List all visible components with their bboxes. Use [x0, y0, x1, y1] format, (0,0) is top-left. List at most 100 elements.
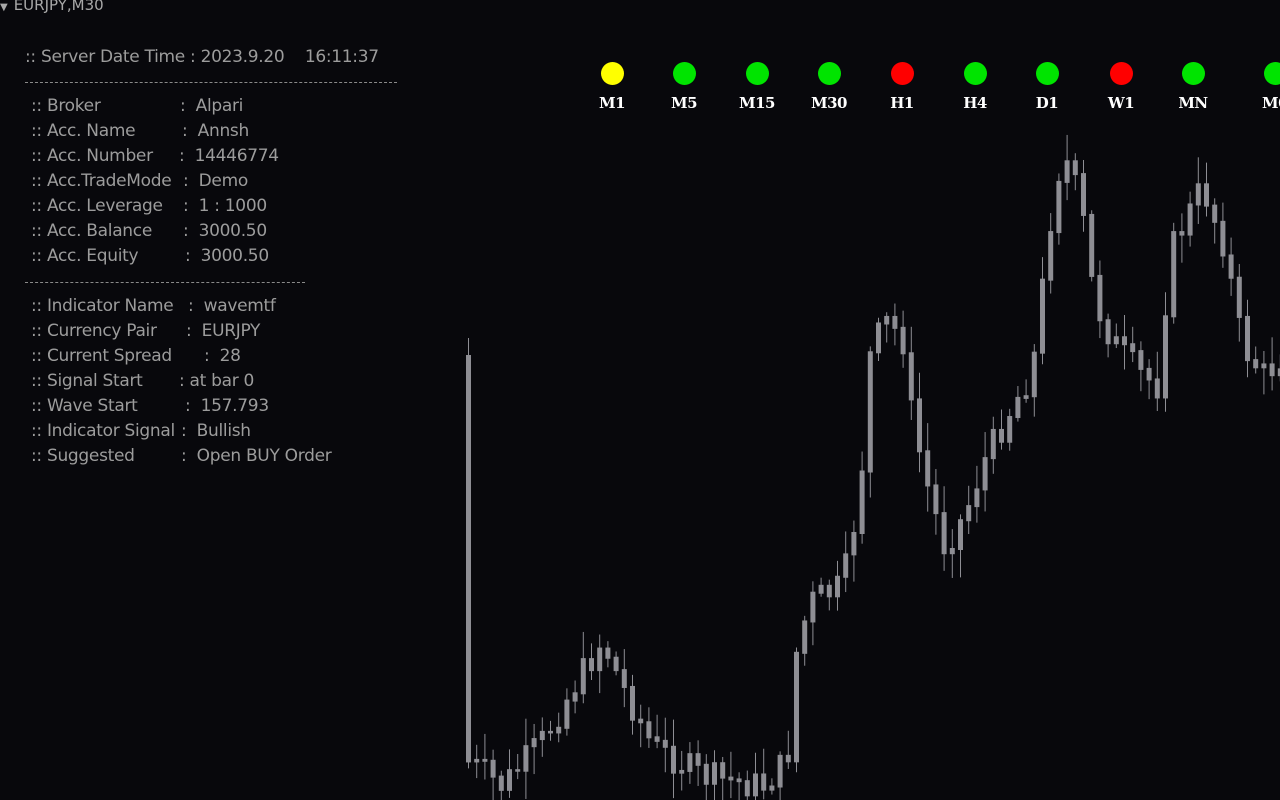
candle-body [769, 785, 775, 791]
candle-body [999, 428, 1004, 443]
chart-title: ▼ EURJPY,M30 [0, 0, 104, 14]
candle-body [564, 699, 570, 729]
candle-body [482, 758, 488, 762]
candle-body [876, 322, 881, 354]
candle-body [1064, 160, 1070, 183]
candle-body [498, 775, 504, 791]
candle-body [1261, 363, 1267, 369]
candle-body [810, 591, 816, 623]
candle-body [990, 428, 996, 460]
candle-body [1040, 278, 1045, 354]
candle-body [548, 730, 553, 734]
candle-body [859, 470, 865, 534]
candle-body [1154, 378, 1160, 399]
signal-dot-icon [1181, 62, 1205, 85]
info-label: :: Currency Pair [31, 321, 157, 341]
candle-body [679, 769, 685, 774]
info-value: : 1 : 1000 [183, 196, 267, 216]
candle-body [1269, 363, 1275, 377]
candle-body [523, 745, 529, 772]
candle-body [539, 730, 545, 741]
info-label: :: Current Spread [31, 346, 172, 366]
candle-body [1187, 203, 1193, 236]
candle-body [761, 773, 767, 791]
signal-dot-icon [1109, 62, 1133, 85]
candle-body [1048, 231, 1054, 281]
info-value: : 3000.50 [185, 246, 269, 266]
candle-body [982, 457, 988, 491]
timeframe-label: H4 [963, 94, 987, 112]
candle-body [671, 745, 676, 774]
candle-body [843, 553, 849, 578]
info-value: : Bullish [181, 421, 251, 441]
candle-body [1163, 315, 1168, 399]
candle-body [580, 658, 586, 695]
signal-dot-icon [963, 62, 987, 85]
timeframe-label: M1 [598, 94, 626, 112]
candle-body [826, 584, 832, 598]
info-label: :: Acc. Leverage [31, 196, 163, 216]
candle-body [1253, 359, 1259, 369]
timeframe-w1: W1 [1096, 62, 1146, 112]
candle-body [884, 315, 890, 325]
candle-body [908, 352, 914, 401]
info-value: : EURJPY [186, 321, 261, 341]
candle-body [630, 685, 635, 721]
candle-body [1122, 336, 1127, 346]
candle-body [1130, 343, 1136, 353]
info-value: : Annsh [182, 121, 249, 141]
timeframe-m0: M0 [1250, 62, 1280, 112]
server-time: :: Server Date Time : 2023.9.20 16:11:37 [25, 46, 379, 68]
info-label: :: Acc. Equity [31, 246, 139, 266]
candle-body [974, 488, 980, 508]
candle-body [589, 658, 594, 672]
candle-body [1015, 396, 1021, 419]
candle-body [466, 355, 471, 763]
signal-dot-icon [817, 62, 841, 85]
signal-dot-icon [672, 62, 696, 85]
candle-body [695, 753, 701, 766]
candle-body [1023, 395, 1029, 399]
candle-body [892, 315, 898, 329]
candle-body [933, 484, 939, 515]
candle-body [777, 754, 783, 788]
candle-body [949, 547, 955, 555]
candle-body [1179, 231, 1185, 236]
info-label: :: Acc. Balance [31, 221, 152, 241]
candle-body [1081, 173, 1086, 216]
timeframe-m15: M15 [732, 62, 782, 112]
candle-body [736, 778, 742, 783]
info-label: :: Suggested [31, 446, 135, 466]
info-label: :: Indicator Signal [31, 421, 175, 441]
candle-body [1146, 367, 1152, 381]
timeframe-label: H1 [890, 94, 914, 112]
candle-body [1105, 319, 1111, 345]
signal-dot-icon [600, 62, 624, 85]
candle-body [1204, 183, 1209, 207]
candle-body [941, 512, 947, 555]
info-label: :: Broker [31, 96, 101, 116]
collapse-arrow-icon[interactable]: ▼ [0, 2, 8, 13]
candle-body [490, 759, 496, 778]
candle-body [1072, 160, 1078, 176]
candle-body [818, 584, 824, 594]
info-label: :: Indicator Name [31, 296, 174, 316]
candle-body [794, 651, 799, 763]
timeframe-m1: M1 [587, 62, 637, 112]
info-value: : 3000.50 [183, 221, 267, 241]
candle-body [851, 531, 857, 556]
info-value: : 14446774 [179, 146, 279, 166]
candle-body [474, 758, 480, 763]
candle-body [1245, 315, 1250, 362]
candle-body [597, 647, 603, 672]
candle-body [900, 326, 906, 355]
candle-body [1171, 231, 1177, 318]
info-label: :: Acc. Name [31, 121, 136, 141]
signal-dot-icon [890, 62, 914, 85]
candle-body [1195, 183, 1201, 206]
candle-body [1220, 220, 1226, 257]
candle-body [613, 656, 619, 672]
info-value: : 28 [204, 346, 241, 366]
server-time-text: :: Server Date Time : 2023.9.20 16:11:37 [25, 47, 379, 67]
